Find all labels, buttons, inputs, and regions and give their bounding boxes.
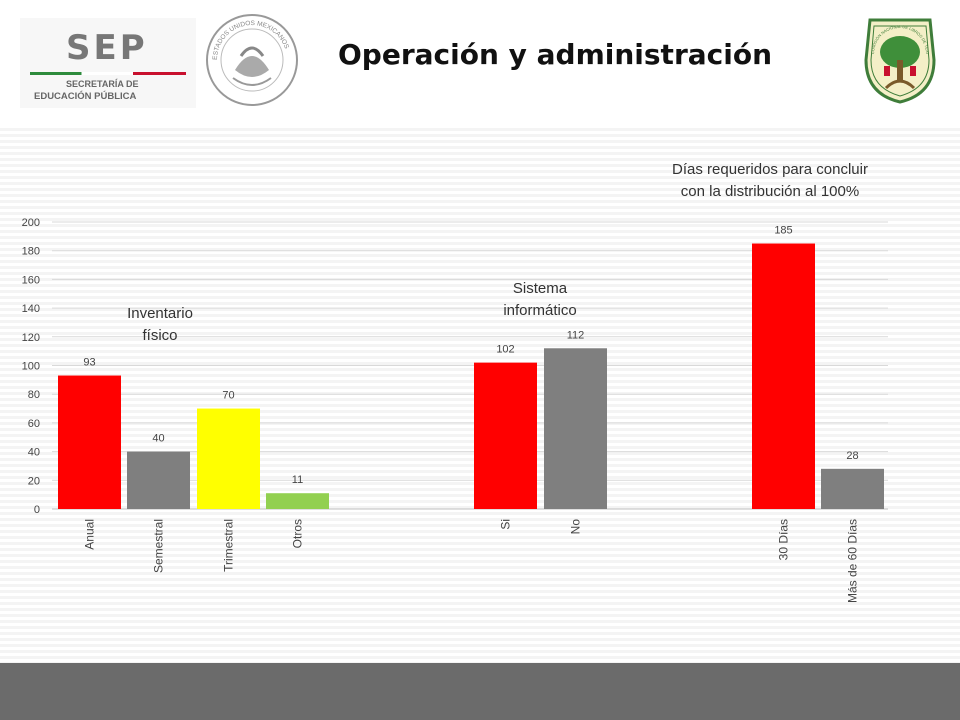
bar: [266, 493, 329, 509]
y-tick-label: 140: [22, 303, 40, 315]
x-tick-label: 30 Días: [777, 519, 791, 560]
x-tick-label: Trimestral: [222, 519, 236, 572]
y-tick-label: 100: [22, 361, 40, 373]
bars: [58, 243, 884, 509]
x-tick-label: Anual: [83, 519, 97, 550]
sep-logo-line2: EDUCACIÓN PÚBLICA: [34, 91, 137, 102]
data-label: 70: [222, 390, 234, 402]
x-tick-label: Más de 60 Días: [846, 519, 860, 603]
x-axis-labels: Anual Semestral Trimestral Otros Si No 30 Días…: [83, 519, 860, 603]
data-label: 185: [774, 225, 792, 237]
data-label: 11: [292, 474, 303, 486]
y-tick-label: 160: [22, 274, 40, 286]
y-tick-label: 120: [22, 332, 40, 344]
data-label: 93: [83, 357, 95, 369]
bar-chart: 0 20 40 60 80 100 120 140 160 180 200 93 40 70 11 102 1…: [22, 161, 888, 603]
y-tick-label: 60: [28, 418, 40, 430]
group-label: Sistema: [513, 280, 568, 297]
footer-bar: [0, 663, 960, 720]
bar: [821, 468, 884, 509]
page-title: Operación y administración: [338, 38, 773, 71]
bar: [752, 243, 815, 509]
mexico-seal-icon: ESTADOS UNIDOS MEXICANOS: [206, 14, 298, 106]
group-label: Días requeridos para concluir: [672, 161, 868, 178]
grid-lines: [52, 221, 888, 510]
x-tick-label: Semestral: [152, 519, 166, 573]
y-tick-label: 20: [28, 475, 40, 487]
x-tick-label: No: [569, 519, 583, 535]
sep-logo-stripe: [30, 72, 186, 75]
conaliteg-seal-icon: COMISIÓN NACIONAL DE LIBROS DE TEXTO GRA…: [860, 14, 936, 104]
group-label: físico: [142, 327, 177, 344]
x-tick-label: Si: [499, 519, 513, 530]
sep-logo-line1: SECRETARÍA DE: [66, 79, 139, 89]
y-tick-label: 40: [28, 447, 40, 459]
group-label: informático: [503, 302, 576, 319]
bar: [127, 451, 190, 509]
group-labels: Inventario físico Sistema informático Días r…: [127, 161, 868, 344]
bar: [58, 375, 121, 509]
bar: [474, 362, 537, 509]
bar: [544, 348, 607, 509]
y-axis-ticks: 0 20 40 60 80 100 120 140 160 180 200: [22, 217, 40, 516]
y-tick-label: 200: [22, 217, 40, 229]
data-label: 28: [846, 450, 858, 462]
data-label: 112: [567, 329, 585, 341]
y-tick-label: 0: [34, 504, 40, 516]
data-label: 40: [152, 433, 164, 445]
bar: [197, 408, 260, 509]
group-label: Inventario: [127, 305, 193, 322]
y-tick-label: 80: [28, 389, 40, 401]
data-label: 102: [496, 344, 514, 356]
y-tick-label: 180: [22, 246, 40, 258]
header: SEP SECRETARÍA DE EDUCACIÓN PÚBLICA ESTA…: [0, 0, 960, 125]
data-labels: 93 40 70 11 102 112 185 28: [83, 225, 858, 487]
sep-logo-word: SEP: [66, 28, 148, 68]
group-label: con la distribución al 100%: [681, 183, 859, 200]
sep-logo: SEP SECRETARÍA DE EDUCACIÓN PÚBLICA: [20, 18, 196, 108]
x-tick-label: Otros: [291, 519, 305, 548]
